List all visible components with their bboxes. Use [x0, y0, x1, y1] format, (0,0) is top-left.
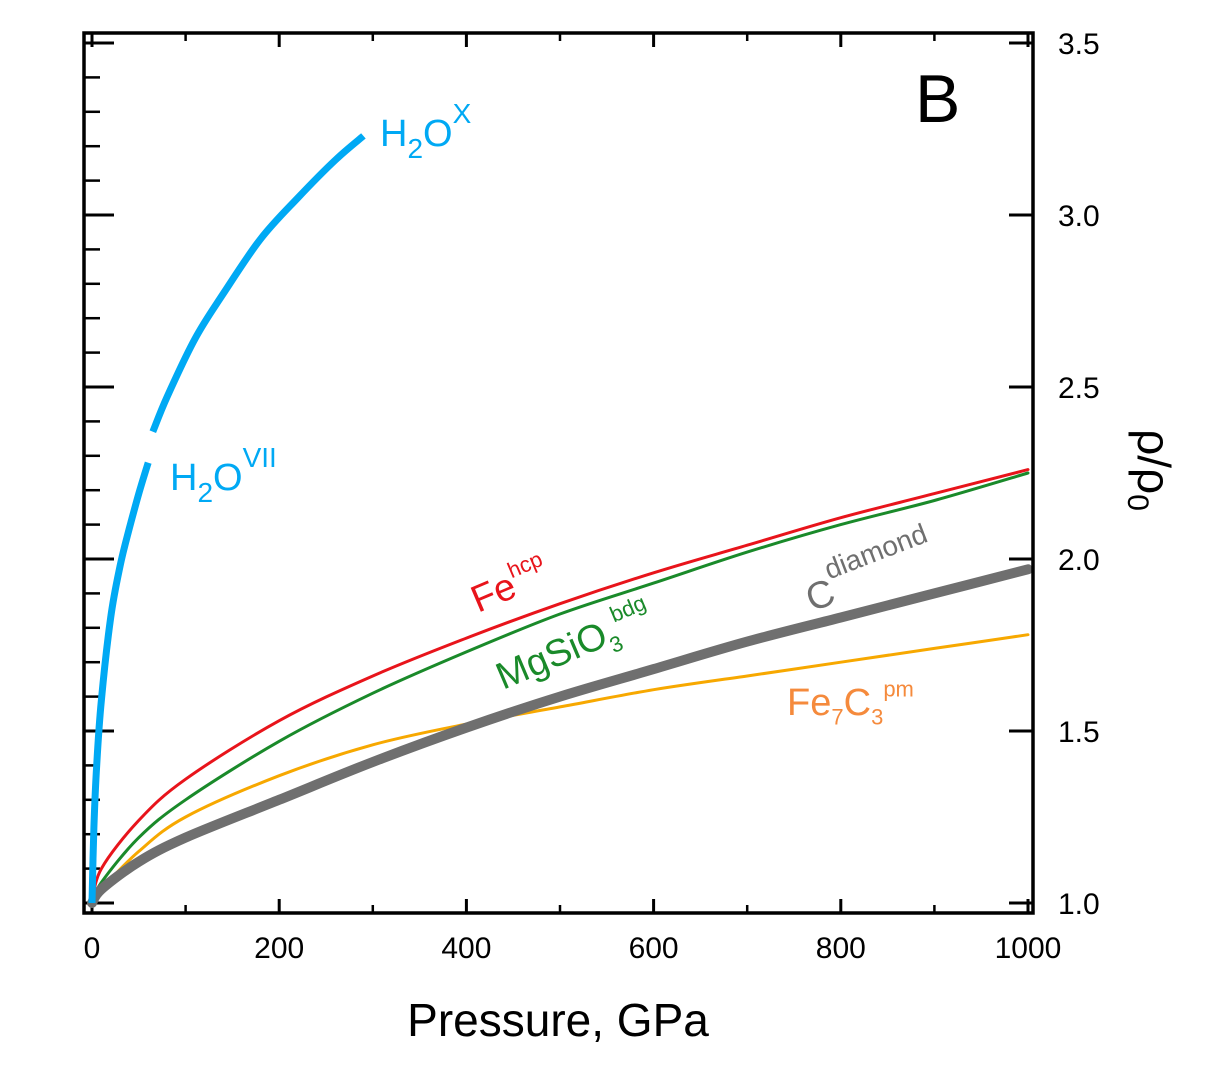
y-tick-label: 2.5 [1058, 372, 1100, 405]
series-label-c-diamond: Cdiamond [794, 518, 941, 621]
series-line-h2o-vii [88, 461, 152, 904]
y-tick-label: 1.5 [1058, 716, 1100, 749]
y-axis-title: ρ/ρ0 [1121, 429, 1180, 511]
series-line-c-diamond [87, 564, 1033, 908]
y-axis-title-main: ρ/ρ [1128, 429, 1180, 494]
x-tick-label: 200 [254, 932, 304, 965]
series-line-h2o-x [149, 133, 366, 434]
y-axis-title-subscript: 0 [1121, 494, 1154, 511]
series-lines [87, 133, 1033, 908]
plot-frame [82, 31, 1035, 915]
x-axis-title: Pressure, GPa [407, 994, 709, 1046]
y-tick-label: 3.0 [1058, 200, 1100, 233]
series-line-fe-hcp [90, 468, 1030, 905]
series-label-h2o-x: H2OX [380, 98, 472, 164]
series-label-h2o-vii: H2OVII [170, 442, 277, 508]
y-tick-label: 1.0 [1058, 888, 1100, 921]
x-tick-label: 0 [84, 932, 101, 965]
y-tick-label: 2.0 [1058, 544, 1100, 577]
series-label-fe7c3-pm: Fe7C3pm [787, 676, 914, 729]
panel-letter: B [915, 61, 960, 137]
series-line-mgsio3-bdg [90, 471, 1030, 905]
x-tick-label: 1000 [995, 932, 1062, 965]
x-tick-label: 600 [629, 932, 679, 965]
y-tick-label: 3.5 [1058, 28, 1100, 61]
x-tick-label: 400 [441, 932, 491, 965]
tick-labels: 0 200 400 600 800 1000 1.0 1.5 2.0 2.5 3.0 3.5 [84, 28, 1100, 965]
x-tick-label: 800 [816, 932, 866, 965]
